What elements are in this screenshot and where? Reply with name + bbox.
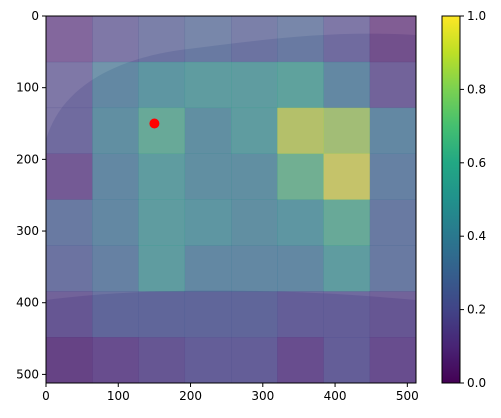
heatmap-cell xyxy=(323,199,371,246)
colorbar-tick-label: 0.6 xyxy=(467,156,486,170)
heatmap-cell xyxy=(323,107,371,154)
heatmap-cell xyxy=(92,61,139,109)
y-tick-label: 100 xyxy=(16,81,39,95)
heatmap-cell xyxy=(369,291,416,338)
heatmap-cell xyxy=(231,16,278,63)
y-axis: 0 100 200 300 400 500 xyxy=(16,9,46,381)
heatmap-cell xyxy=(369,337,416,383)
heatmap-cell xyxy=(184,16,232,63)
heatmap-cell xyxy=(184,245,232,292)
heatmap-cell xyxy=(92,199,139,246)
y-tick-label: 200 xyxy=(16,152,39,166)
heatmap-cell xyxy=(323,16,371,63)
heatmap-cell xyxy=(46,337,93,383)
heatmap-cell xyxy=(323,153,371,200)
heatmap-cell xyxy=(277,61,324,109)
heatmap-cell xyxy=(231,107,278,154)
heatmap-cell xyxy=(138,153,186,200)
colorbar-tick-label: 0.2 xyxy=(467,303,486,317)
colorbar-tick-label: 1.0 xyxy=(467,9,486,23)
heatmap-cell xyxy=(184,107,232,154)
heatmap-cell xyxy=(184,61,232,109)
heatmap-cell xyxy=(138,291,186,338)
heatmap-cell xyxy=(231,153,278,200)
heatmap-cell xyxy=(92,153,139,200)
heatmap-cell xyxy=(369,61,416,109)
heatmap-cell xyxy=(369,153,416,200)
y-tick-label: 300 xyxy=(16,224,39,238)
colorbar-tick-label: 0.4 xyxy=(467,229,486,243)
colorbar xyxy=(441,15,461,384)
x-tick-label: 400 xyxy=(324,389,347,403)
heatmap-cell xyxy=(138,61,186,109)
heatmap-cell xyxy=(277,291,324,338)
heatmap-cell xyxy=(369,107,416,154)
heatmap-cell xyxy=(231,61,278,109)
heatmap-cell xyxy=(138,245,186,292)
heatmap-cell xyxy=(231,199,278,246)
heatmap-cell xyxy=(323,337,371,383)
heatmap-cell xyxy=(231,245,278,292)
heatmap-cell xyxy=(46,245,93,292)
heatmap-cell xyxy=(46,199,93,246)
x-tick-label: 100 xyxy=(107,389,130,403)
colorbar-tick-label: 0.0 xyxy=(467,376,486,390)
y-tick-label: 0 xyxy=(31,9,39,23)
heatmap-cell xyxy=(46,16,93,63)
heatmap-cell xyxy=(231,337,278,383)
heatmap-cell xyxy=(369,245,416,292)
heatmap-cell xyxy=(323,291,371,338)
heatmap-cell xyxy=(138,107,186,154)
x-axis: 0 100 200 300 400 500 xyxy=(42,383,419,403)
heatmap-cell xyxy=(46,153,93,200)
heatmap-cell xyxy=(323,245,371,292)
colorbar-ticks: 0.0 0.2 0.4 0.6 0.8 1.0 xyxy=(460,9,486,390)
heatmap-cell xyxy=(46,291,93,338)
heatmap-cell xyxy=(138,199,186,246)
x-tick-label: 0 xyxy=(42,389,50,403)
y-tick-label: 500 xyxy=(16,367,39,381)
x-tick-label: 200 xyxy=(179,389,202,403)
heatmap-cell xyxy=(92,291,139,338)
heatmap-cell xyxy=(277,337,324,383)
plot-frame xyxy=(45,15,417,384)
heatmap-cell xyxy=(138,16,186,63)
heatmap-cell xyxy=(323,61,371,109)
heatmap-cell xyxy=(92,337,139,383)
heatmap-cell xyxy=(277,199,324,246)
heatmap-cell xyxy=(277,245,324,292)
heatmap-cell xyxy=(277,16,324,63)
heatmap-cell xyxy=(184,153,232,200)
heatmap-cell xyxy=(184,337,232,383)
heatmap-cell xyxy=(46,61,93,109)
heatmap-cell xyxy=(369,16,416,63)
heatmap-cell xyxy=(184,199,232,246)
heatmap-cell xyxy=(277,153,324,200)
heatmap-cell xyxy=(92,245,139,292)
heatmap-cell xyxy=(277,107,324,154)
y-tick-label: 400 xyxy=(16,296,39,310)
heatmap-cell xyxy=(92,16,139,63)
highlight-point xyxy=(149,118,160,129)
heatmap-cell xyxy=(231,291,278,338)
heatmap-cell xyxy=(92,107,139,154)
heatmap-cell xyxy=(184,291,232,338)
heatmap-cell xyxy=(369,199,416,246)
heatmap-cell xyxy=(46,107,93,154)
x-tick-label: 500 xyxy=(396,389,419,403)
heatmap-cell xyxy=(138,337,186,383)
x-tick-label: 300 xyxy=(251,389,274,403)
heatmap-cells xyxy=(46,16,416,383)
colorbar-tick-label: 0.8 xyxy=(467,82,486,96)
